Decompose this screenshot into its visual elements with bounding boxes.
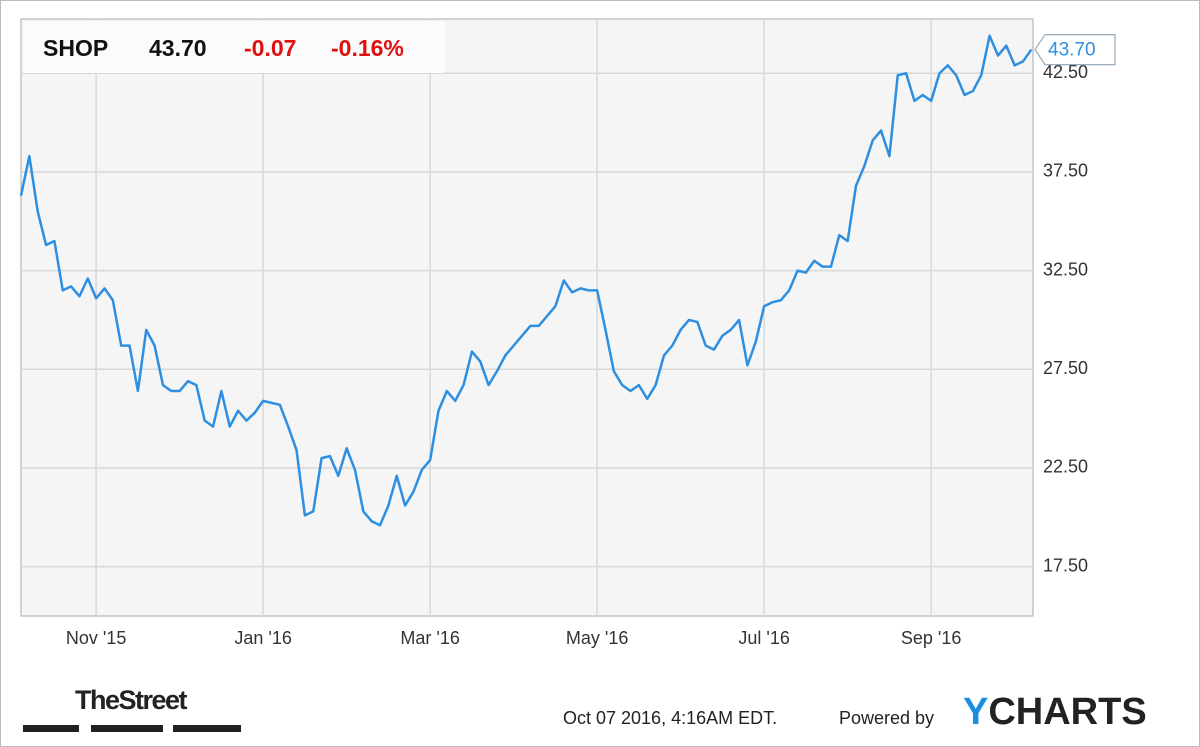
- timestamp: Oct 07 2016, 4:16AM EDT.: [563, 708, 778, 728]
- y-tick-label: 32.50: [1043, 259, 1088, 279]
- x-tick-label: May '16: [566, 628, 628, 648]
- x-tick-label: Jan '16: [234, 628, 291, 648]
- source-bar: [23, 725, 79, 732]
- source-bar: [173, 725, 241, 732]
- plot-area: [20, 18, 1034, 617]
- x-tick-label: Mar '16: [400, 628, 459, 648]
- y-tick-label: 42.50: [1043, 62, 1088, 82]
- y-tick-label: 17.50: [1043, 555, 1088, 575]
- source: TheStreet: [75, 685, 188, 715]
- price-tag-label: 43.70: [1048, 40, 1096, 61]
- x-tick-label: Jul '16: [738, 628, 789, 648]
- x-tick-label: Sep '16: [901, 628, 962, 648]
- price-tag: [1034, 33, 1116, 66]
- price: 43.70: [149, 35, 207, 61]
- x-tick-label: Nov '15: [66, 628, 126, 648]
- change: -0.07: [244, 35, 296, 61]
- y-tick-label: 37.50: [1043, 161, 1088, 181]
- brand: YCHARTS: [963, 691, 1147, 733]
- y-tick-label: 22.50: [1043, 457, 1088, 477]
- quote-box: [23, 21, 445, 73]
- powered-by: Powered by: [839, 708, 935, 728]
- y-tick-label: 27.50: [1043, 358, 1088, 378]
- source-bar: [91, 725, 163, 732]
- change-pct: -0.16%: [331, 35, 404, 61]
- symbol: SHOP: [43, 35, 108, 61]
- price-line: [19, 34, 1033, 527]
